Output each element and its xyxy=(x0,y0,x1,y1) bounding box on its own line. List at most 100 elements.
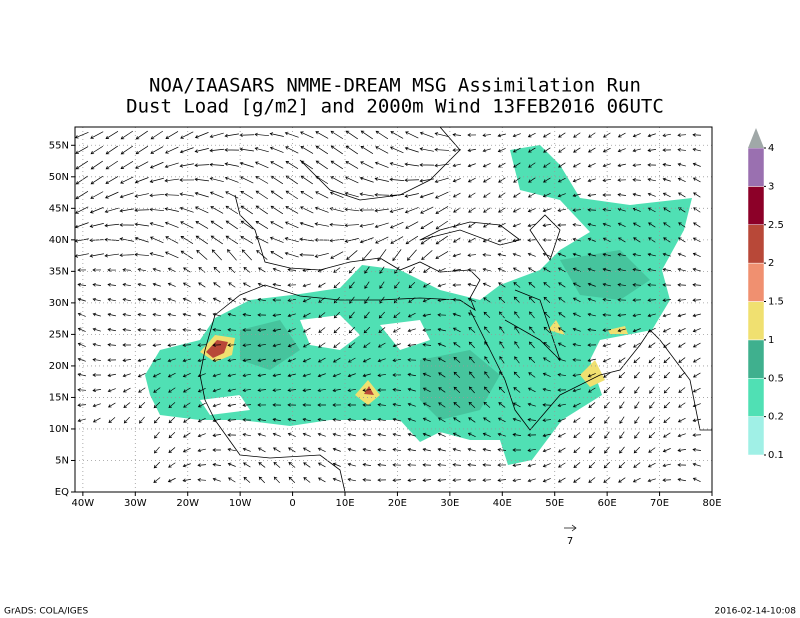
wind-arrow xyxy=(692,328,701,333)
wind-arrow xyxy=(153,387,161,393)
wind-arrow xyxy=(527,433,537,437)
wind-arrow xyxy=(287,328,296,333)
wind-arrow xyxy=(272,282,281,287)
wind-arrow xyxy=(345,176,359,184)
wind-arrow xyxy=(153,446,160,454)
wind-arrow xyxy=(285,206,299,214)
wind-arrow xyxy=(435,206,449,214)
wind-arrow xyxy=(392,432,401,437)
wind-arrow xyxy=(692,252,701,257)
wind-arrow xyxy=(120,145,133,155)
wind-arrow xyxy=(558,147,566,153)
wind-arrow xyxy=(467,478,477,482)
wind-arrow xyxy=(329,238,344,243)
wind-arrow xyxy=(528,296,536,304)
wind-arrow xyxy=(602,343,611,348)
wind-arrow xyxy=(573,417,581,423)
wind-arrow xyxy=(419,178,434,183)
wind-arrow xyxy=(344,238,359,243)
wind-arrow xyxy=(662,133,671,138)
wind-arrow xyxy=(257,313,267,317)
wind-arrow xyxy=(287,343,296,348)
wind-arrow xyxy=(329,222,345,227)
wind-arrow xyxy=(318,312,326,318)
wind-arrow xyxy=(242,447,251,452)
wind-arrow xyxy=(119,192,134,199)
wind-arrow xyxy=(602,193,612,197)
wind-arrow xyxy=(227,403,236,408)
wind-arrow xyxy=(512,147,521,153)
wind-arrow xyxy=(167,312,176,317)
wind-arrow xyxy=(318,297,326,303)
wind-arrow xyxy=(527,192,536,198)
colorbar-label: 1 xyxy=(768,335,774,346)
wind-arrow xyxy=(484,371,490,379)
wind-arrow xyxy=(528,162,536,168)
wind-arrow xyxy=(225,220,238,230)
wind-arrow xyxy=(183,402,191,408)
wind-arrow xyxy=(168,462,176,468)
wind-arrow xyxy=(407,432,416,437)
wind-arrow xyxy=(104,223,119,228)
wind-arrow xyxy=(542,372,551,377)
wind-arrow xyxy=(254,147,269,153)
wind-arrow xyxy=(543,162,551,168)
wind-arrow xyxy=(348,326,356,334)
wind-arrow xyxy=(483,297,491,303)
wind-arrow xyxy=(300,191,314,199)
wind-arrow xyxy=(617,178,627,182)
wind-arrow xyxy=(392,343,401,348)
wind-arrow xyxy=(344,191,359,198)
wind-arrow xyxy=(224,133,239,138)
wind-arrow xyxy=(242,328,252,332)
wind-arrow xyxy=(287,417,296,422)
wind-arrow xyxy=(663,342,671,348)
wind-arrow xyxy=(422,282,431,288)
wind-arrow xyxy=(195,206,209,214)
wind-arrow xyxy=(527,252,536,257)
wind-arrow xyxy=(165,131,179,139)
wind-arrow xyxy=(678,372,686,378)
wind-arrow xyxy=(389,221,404,229)
colorbar-label: 3 xyxy=(768,181,774,192)
wind-arrow xyxy=(302,432,311,437)
wind-arrow xyxy=(197,448,206,453)
reference-arrowhead xyxy=(571,524,577,532)
wind-arrow xyxy=(452,148,462,152)
wind-arrow xyxy=(257,447,266,453)
footer-right: 2016-02-14-10:08 xyxy=(715,607,797,617)
wind-arrow xyxy=(619,416,625,424)
wind-arrow xyxy=(662,148,672,152)
wind-arrow xyxy=(303,462,311,468)
wind-arrow xyxy=(422,478,432,483)
wind-arrow xyxy=(618,461,626,469)
wind-arrow xyxy=(573,132,581,138)
wind-arrow xyxy=(197,312,206,317)
wind-arrow xyxy=(452,312,461,317)
wind-arrow xyxy=(467,297,476,302)
wind-arrow xyxy=(107,342,117,347)
wind-arrow xyxy=(512,448,522,452)
wind-arrow xyxy=(152,312,161,317)
wind-arrow xyxy=(407,328,416,333)
wind-arrow xyxy=(134,208,150,212)
wind-arrow xyxy=(90,191,104,199)
wind-arrow xyxy=(467,133,477,137)
wind-arrow xyxy=(123,416,130,424)
wind-arrow xyxy=(617,192,627,197)
wind-arrow xyxy=(557,388,567,392)
wind-arrow xyxy=(242,358,251,363)
wind-arrow xyxy=(330,130,344,140)
wind-arrow xyxy=(225,191,239,199)
wind-arrow xyxy=(392,373,402,377)
wind-arrow xyxy=(573,432,581,438)
wind-arrow xyxy=(483,401,491,408)
wind-arrow xyxy=(194,132,209,139)
wind-arrow xyxy=(300,146,314,154)
wind-arrow xyxy=(299,252,315,257)
wind-arrow xyxy=(482,432,491,437)
wind-arrow xyxy=(212,358,221,363)
wind-arrow xyxy=(543,342,551,348)
wind-arrow xyxy=(194,148,209,153)
wind-arrow xyxy=(92,403,101,408)
